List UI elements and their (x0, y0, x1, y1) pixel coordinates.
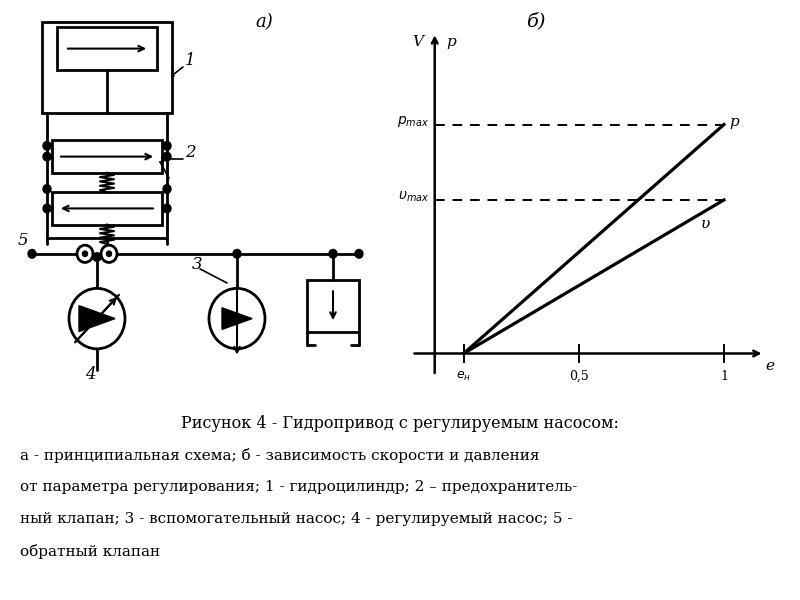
Text: $р_{max}$: $р_{max}$ (397, 114, 429, 129)
Circle shape (93, 253, 101, 262)
Circle shape (43, 204, 51, 213)
Circle shape (355, 250, 363, 258)
Text: 5: 5 (18, 232, 29, 249)
Circle shape (329, 250, 337, 258)
Text: $е_н$: $е_н$ (456, 370, 471, 383)
Circle shape (28, 250, 36, 258)
Text: а - принципиальная схема; б - зависимость скорости и давления: а - принципиальная схема; б - зависимост… (20, 448, 539, 463)
Circle shape (163, 142, 171, 150)
Text: Рисунок 4 - Гидропривод с регулируемым насосом:: Рисунок 4 - Гидропривод с регулируемым н… (181, 415, 619, 432)
Bar (52, 192, 162, 224)
Text: 1: 1 (720, 370, 728, 383)
Text: 1: 1 (185, 52, 196, 69)
Text: обратный клапан: обратный клапан (20, 544, 160, 559)
Text: от параметра регулирования; 1 - гидроцилиндр; 2 – предохранитель-: от параметра регулирования; 1 - гидроцил… (20, 480, 578, 494)
Circle shape (43, 142, 51, 150)
Text: р: р (730, 115, 739, 129)
Text: υ: υ (701, 217, 710, 231)
Circle shape (77, 245, 93, 262)
Circle shape (209, 289, 265, 349)
Circle shape (233, 250, 241, 258)
Text: а): а) (255, 13, 273, 31)
Polygon shape (79, 305, 115, 332)
Text: 4: 4 (85, 366, 96, 383)
Text: 2: 2 (185, 143, 196, 161)
Text: р: р (446, 35, 456, 49)
Bar (52, 140, 162, 173)
Circle shape (43, 152, 51, 161)
Circle shape (69, 289, 125, 349)
Circle shape (163, 152, 171, 161)
Bar (57, 27, 157, 70)
Text: 0,5: 0,5 (570, 370, 589, 383)
Circle shape (163, 204, 171, 213)
Text: $υ_{max}$: $υ_{max}$ (398, 190, 429, 205)
Bar (42, 22, 172, 113)
Circle shape (43, 185, 51, 193)
Bar (307, 280, 359, 332)
Circle shape (82, 251, 87, 256)
Circle shape (163, 185, 171, 193)
Text: V: V (412, 35, 423, 49)
Text: 3: 3 (192, 256, 202, 273)
Text: б): б) (526, 11, 546, 29)
Text: ный клапан; 3 - вспомогательный насос; 4 - регулируемый насос; 5 -: ный клапан; 3 - вспомогательный насос; 4… (20, 512, 573, 526)
Circle shape (106, 251, 111, 256)
Polygon shape (222, 308, 252, 329)
Text: е: е (766, 359, 774, 373)
Circle shape (101, 245, 117, 262)
